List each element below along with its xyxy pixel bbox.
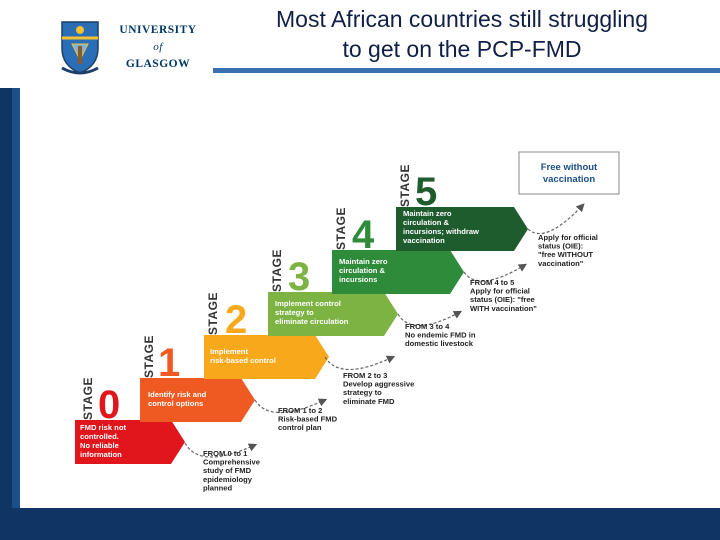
transition-0-text-line: FROM 0 to 1 <box>203 449 248 458</box>
left-accent-bar <box>12 88 20 508</box>
transition-3-text-line: No endemic FMD in <box>405 331 476 340</box>
transition-2-text-line: FROM 2 to 3 <box>343 371 387 380</box>
stage-1-arrow <box>140 378 255 422</box>
slide-header: UNIVERSITY of GLASGOW Most African count… <box>0 0 720 88</box>
stage-0-label: STAGE <box>81 377 95 420</box>
transition-1-text-line: Risk-based FMD <box>278 415 338 424</box>
transition-4-text-line: Apply for official <box>470 287 530 296</box>
stage-3-description-line: eliminate circulation <box>275 317 349 326</box>
transition-2-text-line: eliminate FMD <box>343 397 395 406</box>
transition-5-text-line: status (OIE): <box>538 242 583 251</box>
stage-5-label: STAGE <box>398 164 412 207</box>
transition-4-text-line: FROM 4 to 5 <box>470 278 515 287</box>
stage-5-number: 5 <box>415 170 437 214</box>
stage-3-label: STAGE <box>270 249 284 292</box>
transition-0-text-line: Comprehensive <box>203 458 260 467</box>
stage-3-description-line: strategy to <box>275 308 314 317</box>
stage-2-arrow <box>204 335 329 379</box>
transition-4-text-line: status (OIE): "free <box>470 295 535 304</box>
stage-2-label: STAGE <box>206 292 220 335</box>
logo-line-2: of <box>153 41 163 53</box>
stage-4-arrow <box>332 250 464 294</box>
transition-0-text-line: planned <box>203 483 232 492</box>
stage-5-description-line: vaccination <box>403 236 445 245</box>
stage-1-number: 1 <box>158 341 180 385</box>
stage-5-arrow <box>396 207 528 251</box>
stage-3-number: 3 <box>288 255 310 299</box>
transition-3-text-line: FROM 3 to 4 <box>405 322 450 331</box>
stage-4-description-line: circulation & <box>339 266 386 275</box>
transition-3-text-line: domestic livestock <box>405 339 474 348</box>
transition-5-curve <box>527 203 585 235</box>
transition-0-curve <box>184 442 258 458</box>
transition-1-curve <box>254 398 328 414</box>
transition-2-curve <box>324 355 396 371</box>
stage-0-description-line: No reliable <box>80 441 119 450</box>
transition-4-curve <box>463 263 528 282</box>
stage-4-description-line: Maintain zero <box>339 257 388 266</box>
title-line-2: to get on the PCP-FMD <box>342 36 582 62</box>
stage-0-description-line: controlled. <box>80 432 119 441</box>
transition-1-text-line: FROM 1 to 2 <box>278 406 322 415</box>
title-underline <box>213 68 720 73</box>
stage-1-description-line: control options <box>148 399 203 408</box>
stage-0-arrow <box>75 420 185 464</box>
stage-4-number: 4 <box>352 213 375 257</box>
university-logo: UNIVERSITY of GLASGOW <box>58 18 208 80</box>
transition-2-text-line: Develop aggressive <box>343 380 414 389</box>
transition-5-text-line: Apply for official <box>538 233 598 242</box>
stage-2-description-line: risk-based control <box>210 356 276 365</box>
slide-title: Most African countries still struggling … <box>222 4 702 64</box>
title-line-1: Most African countries still struggling <box>276 6 648 32</box>
transition-0-text-line: study of FMD <box>203 466 252 475</box>
stage-0-number: 0 <box>98 383 120 427</box>
crest-icon <box>61 21 99 75</box>
stage-4-label: STAGE <box>334 207 348 250</box>
free-without-vaccination-box <box>518 151 620 195</box>
transition-5-text-line: "free WITHOUT <box>538 250 593 259</box>
stage-5-description-line: Maintain zero <box>403 209 452 218</box>
university-name: UNIVERSITY of GLASGOW <box>108 22 208 73</box>
logo-line-3: GLASGOW <box>125 58 191 70</box>
stage-5-description-line: circulation & <box>403 218 450 227</box>
stage-3-description-line: Implement control <box>275 299 341 308</box>
final-box-line-2: vaccination <box>543 174 595 185</box>
logo-line-1: UNIVERSITY <box>119 24 197 36</box>
stage-1-label: STAGE <box>142 335 156 378</box>
transition-4-text-line: WITH vaccination" <box>470 304 537 313</box>
stage-0-description-line: information <box>80 450 122 459</box>
stage-1-description-line: Identify risk and <box>148 390 207 399</box>
stage-3-arrow <box>268 292 398 336</box>
final-box-line-1: Free without <box>541 162 598 173</box>
transition-1-text-line: control plan <box>278 423 322 432</box>
stage-5-description-line: incursions; withdraw <box>403 227 479 236</box>
transition-2-text-line: strategy to <box>343 388 382 397</box>
transition-0-text-line: epidemiology <box>203 475 253 484</box>
stage-2-number: 2 <box>225 298 247 342</box>
stage-2-description-line: Implement <box>210 347 248 356</box>
transition-3-curve <box>397 310 463 327</box>
stage-0-description-line: FMD risk not <box>80 423 126 432</box>
stage-4-description-line: incursions <box>339 275 377 284</box>
transition-5-text-line: vaccination" <box>538 259 584 268</box>
